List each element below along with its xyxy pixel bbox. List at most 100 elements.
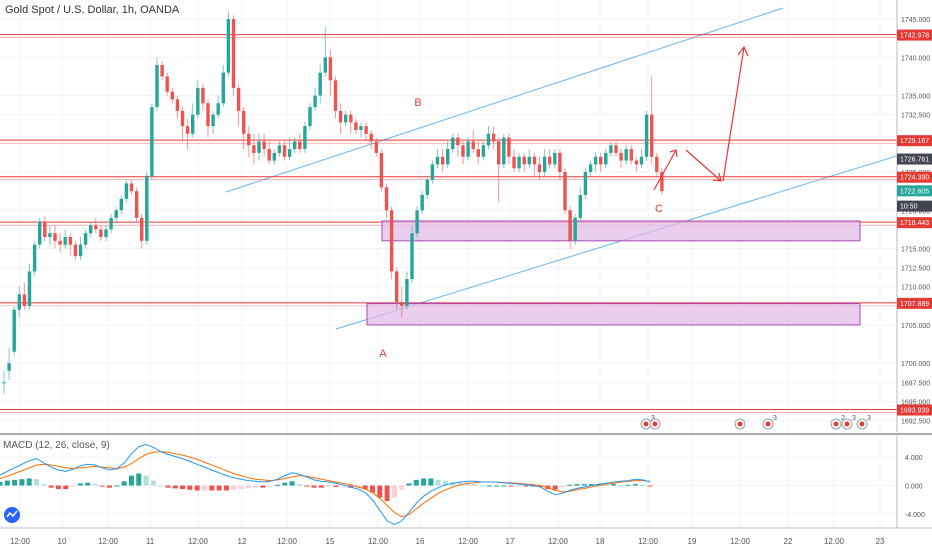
- time-tick-label: 12:00: [98, 537, 119, 546]
- arrow-up-2: [722, 46, 745, 182]
- candle-body: [639, 156, 644, 165]
- candle-body: [512, 156, 516, 169]
- candle-body: [43, 221, 47, 238]
- price-axis-bg: [897, 0, 932, 432]
- candle-body: [236, 87, 241, 111]
- price-tick-label: 1700.000: [901, 361, 930, 368]
- macd-histogram-bar: [48, 485, 54, 488]
- candle-body: [548, 156, 552, 165]
- macd-histogram-bar: [289, 481, 295, 486]
- price-tick-label: 1720.000: [901, 208, 930, 215]
- candle-body: [486, 133, 491, 146]
- candle-body: [165, 76, 169, 92]
- macd-histogram-bar: [333, 485, 339, 487]
- macd-histogram-bar: [70, 485, 76, 487]
- macd-histogram-bar: [399, 485, 405, 490]
- candle-body: [68, 237, 72, 245]
- candle-body: [134, 191, 139, 218]
- level-price-label: 1729.167: [900, 138, 929, 145]
- demand-zone: [366, 303, 861, 326]
- macd-histogram-bar: [107, 485, 113, 488]
- current-price-tag: [897, 185, 932, 197]
- candle-body: [497, 141, 501, 165]
- macd-histogram-bar: [369, 485, 375, 493]
- candle-body: [27, 271, 32, 306]
- candle-body: [491, 133, 496, 142]
- candle-body: [629, 149, 633, 161]
- macd-histogram-bar: [180, 485, 186, 490]
- annotation-label: C: [655, 203, 663, 215]
- macd-histogram-bar: [238, 485, 244, 490]
- candle-body: [83, 233, 88, 245]
- candle-body: [272, 152, 276, 161]
- candle-body: [293, 141, 297, 150]
- current-price-label: 10:50: [900, 204, 918, 211]
- candle-body: [456, 137, 460, 146]
- macd-histogram-bar: [19, 479, 25, 486]
- level-price-label: 1724.390: [900, 175, 929, 182]
- candle-body: [609, 145, 613, 153]
- candle-body: [634, 160, 639, 165]
- event-count: 3: [773, 415, 777, 422]
- candle-body: [604, 152, 608, 165]
- macd-histogram-bar: [494, 485, 500, 487]
- candle-body: [22, 294, 27, 306]
- candle-body: [17, 294, 21, 310]
- time-tick-label: 15: [326, 537, 335, 546]
- candle-body: [395, 271, 399, 303]
- candle-body: [48, 233, 52, 238]
- candle-body: [53, 233, 57, 241]
- candle-body: [507, 137, 511, 157]
- candle-body: [599, 156, 603, 165]
- candle-body: [364, 126, 368, 134]
- macd-histogram-bar: [640, 484, 646, 486]
- macd-histogram-bar: [464, 483, 470, 486]
- macd-signal-line: [0, 451, 651, 518]
- candle-body: [145, 175, 149, 241]
- candle-body: [242, 110, 246, 134]
- level-price-tag: [897, 217, 932, 229]
- tradingview-logo: [4, 507, 20, 523]
- candle-body: [420, 194, 424, 211]
- candle-body: [211, 114, 215, 127]
- macd-histogram-bar: [421, 478, 427, 486]
- event-count: 3: [867, 415, 871, 422]
- candle-body: [267, 149, 271, 161]
- annotation-label: B: [414, 97, 421, 109]
- candle-body: [63, 237, 67, 245]
- macd-tick-label: -4.000: [905, 512, 925, 519]
- price-tick-label: 1712.500: [901, 266, 930, 273]
- candle-body: [99, 229, 103, 238]
- macd-histogram-bar: [479, 485, 485, 487]
- macd-histogram-bar: [77, 483, 83, 486]
- price-tick-label: 1740.000: [901, 55, 930, 62]
- macd-histogram-bar: [245, 485, 251, 489]
- candle-body: [180, 110, 185, 127]
- macd-histogram-bar: [318, 485, 324, 488]
- macd-histogram-bar: [165, 485, 171, 488]
- arrow-head: [669, 149, 678, 158]
- macd-histogram-bar: [625, 484, 631, 486]
- candle-body: [522, 156, 526, 165]
- macd-histogram-bar: [508, 485, 514, 487]
- candle-body: [89, 225, 93, 234]
- candle-body: [231, 19, 236, 88]
- macd-histogram-bar: [574, 484, 580, 486]
- trend-channel: [225, 7, 932, 330]
- candle-body: [400, 302, 404, 306]
- candle-body: [583, 172, 588, 195]
- wave-annotations: B A C: [379, 97, 663, 360]
- macd-histogram-bar: [85, 482, 91, 486]
- demand-zones: [366, 220, 861, 326]
- candle-body: [451, 137, 455, 150]
- price-tick-label: 1695.000: [901, 399, 930, 406]
- current-price-tag: [897, 200, 932, 212]
- macd-histogram-bar: [486, 485, 492, 487]
- candle-body: [338, 110, 343, 123]
- event-flag-icon-dot: [652, 421, 658, 427]
- macd-histogram-bar: [443, 480, 449, 486]
- candle-body: [206, 103, 210, 127]
- candle-body: [104, 229, 108, 238]
- candle-body: [216, 103, 220, 115]
